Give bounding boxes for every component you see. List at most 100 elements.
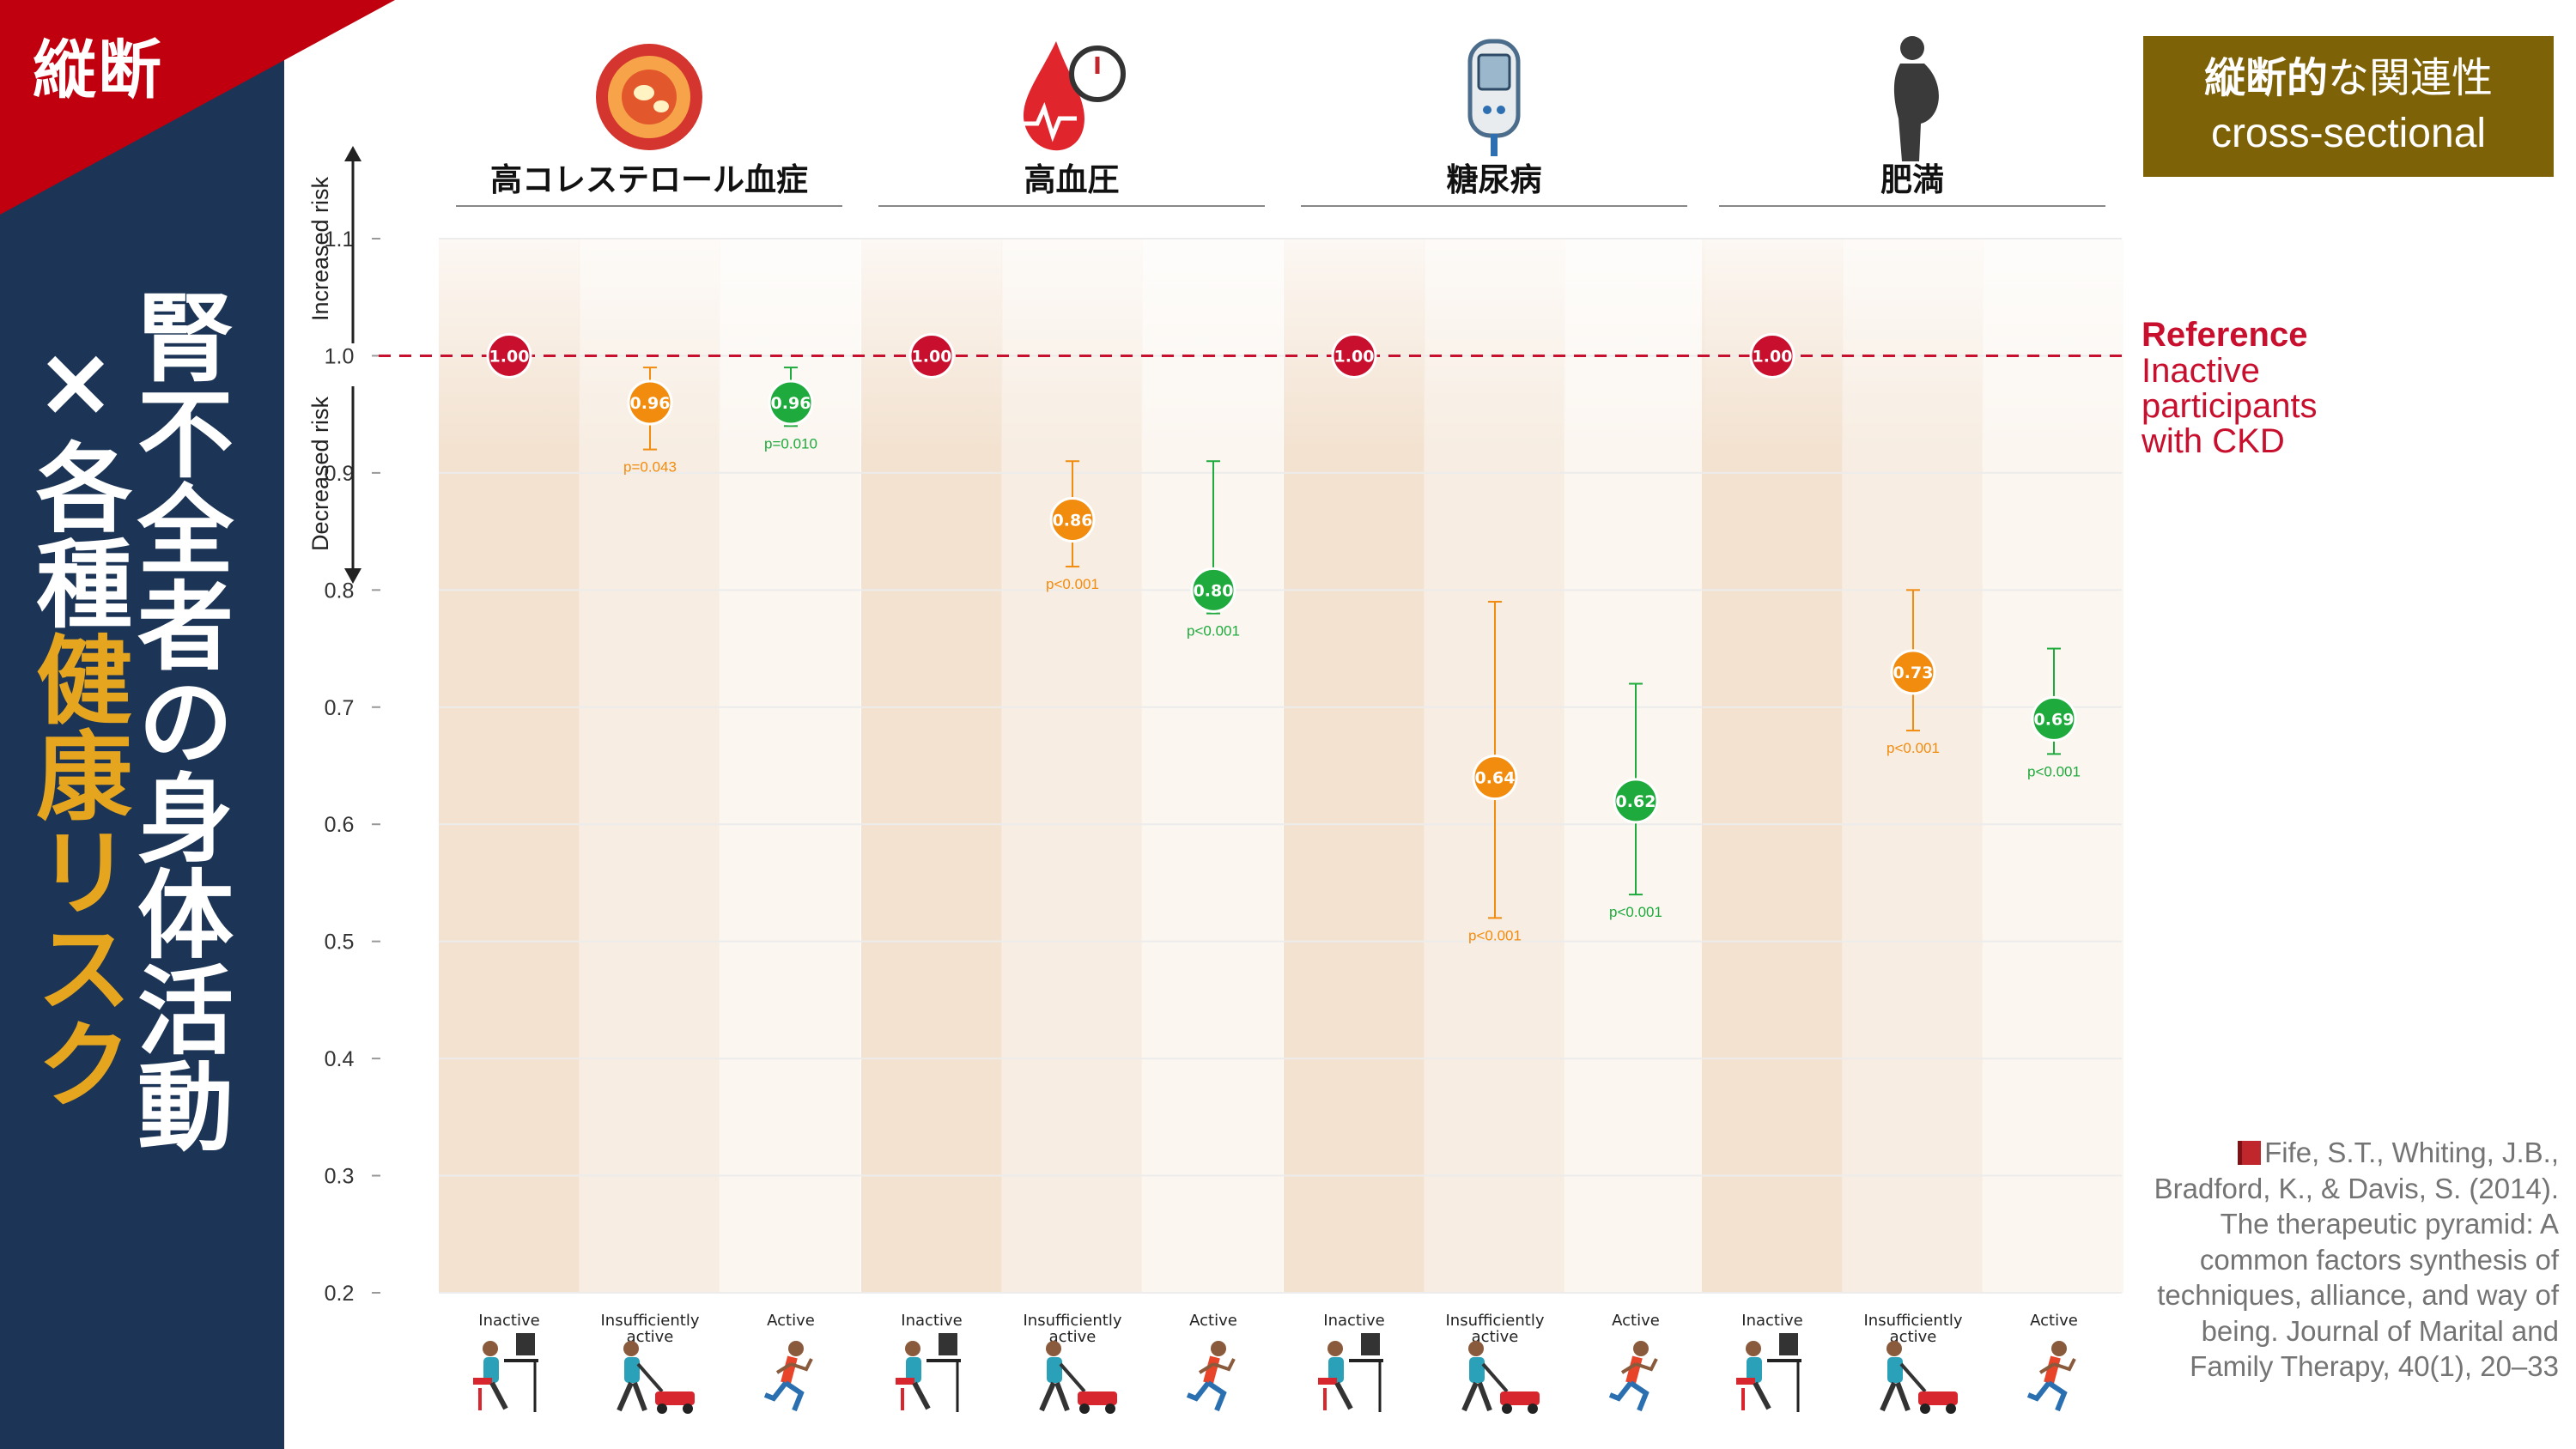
y-tick-label: 0.2 — [325, 1282, 355, 1306]
icon-part — [1046, 1341, 1061, 1356]
data-label: 0.73 — [1893, 664, 1934, 682]
x-label: Active — [767, 1312, 815, 1330]
corner-label: 縦断 — [33, 33, 163, 107]
y-tick-label: 0.4 — [325, 1047, 355, 1071]
x-label: Inactive — [478, 1312, 539, 1330]
group-title: 高コレステロール血症 — [490, 161, 808, 198]
data-point — [486, 332, 532, 379]
icon-part — [1635, 1358, 1658, 1372]
data-label: 1.00 — [1334, 347, 1375, 366]
icon-part — [653, 100, 669, 112]
icon-part — [516, 1333, 535, 1355]
band-2-0 — [1284, 239, 1425, 1293]
data-point — [1049, 496, 1096, 543]
icon-part — [763, 1381, 788, 1402]
group-title: 肥満 — [1880, 161, 1944, 198]
y-tick-label: 1.1 — [325, 227, 355, 252]
badge-rest: な関連性 — [2328, 56, 2494, 101]
desk-worker-icon — [896, 1333, 961, 1412]
icon-part — [1186, 1381, 1211, 1402]
band-3-0 — [1702, 239, 1844, 1293]
y-axis-label-up: Increased risk — [307, 176, 333, 321]
icon-part — [1887, 1357, 1903, 1383]
x-label: Inactive — [1323, 1312, 1384, 1330]
icon-part — [939, 1333, 957, 1355]
icon-part — [1625, 1355, 1643, 1385]
icon-part — [1746, 1341, 1761, 1356]
icon-part — [896, 1378, 914, 1385]
icon-part — [1468, 1341, 1484, 1356]
icon-part — [1198, 1362, 1215, 1374]
icon-part — [1477, 53, 1511, 91]
data-point — [1331, 332, 1377, 379]
icon-part — [1946, 1404, 1956, 1414]
icon-part — [781, 1355, 798, 1385]
icon-part — [1528, 1404, 1538, 1414]
icon-part — [2053, 1358, 2076, 1372]
sidebar-title-line2: ×各種健康リスク — [20, 326, 131, 1111]
sidebar-title-prefix: ×各種 — [20, 326, 131, 630]
icon-part — [927, 1359, 961, 1362]
icon-part — [636, 1362, 664, 1393]
icon-part — [1747, 1357, 1762, 1383]
icon-part — [1039, 1381, 1056, 1412]
icon-part — [1212, 1358, 1236, 1372]
icon-part — [1022, 101, 1077, 142]
icon-part — [1327, 1341, 1343, 1356]
x-label: Insufficiently — [1024, 1312, 1122, 1330]
lawn-mower-icon — [1039, 1341, 1117, 1414]
x-label: Inactive — [1741, 1312, 1802, 1330]
y-tick-label: 0.9 — [325, 462, 355, 486]
icon-part — [473, 1378, 492, 1385]
arrow-down-head — [344, 568, 361, 584]
reference-text: Inactive participants with CKD — [2142, 352, 2318, 460]
data-point — [1472, 755, 1518, 801]
data-label: 0.96 — [630, 394, 671, 413]
runner-icon — [763, 1341, 813, 1412]
data-label: 0.69 — [2034, 710, 2075, 729]
icon-part — [1629, 1380, 1649, 1412]
lawn-mower-icon — [617, 1341, 695, 1414]
data-label: 1.00 — [912, 347, 952, 366]
icon-part — [617, 1381, 634, 1412]
p-value-label: p<0.001 — [1046, 576, 1099, 592]
icon-part — [784, 1380, 805, 1412]
runner-icon — [1186, 1341, 1236, 1412]
icon-part — [1895, 1381, 1911, 1412]
obesity-icon — [1893, 36, 1939, 161]
icon-part — [504, 1359, 538, 1362]
icon-part — [1497, 106, 1505, 114]
icon-part — [1477, 1381, 1492, 1412]
citation-text: Fife, S.T., Whiting, J.B., Bradford, K.,… — [2154, 1137, 2559, 1382]
book-icon — [2238, 1141, 2262, 1165]
y-tick-label: 1.0 — [325, 344, 355, 368]
y-tick-label: 0.5 — [325, 931, 355, 955]
sidebar-title-line1: 腎不全者の身体活動 — [121, 288, 233, 1153]
icon-part — [906, 1357, 921, 1383]
icon-part — [624, 1357, 640, 1383]
icon-part — [1481, 1362, 1509, 1393]
icon-part — [788, 1341, 804, 1356]
badge-line1: 縦断的な関連性 — [2143, 52, 2554, 106]
icon-part — [1767, 1359, 1801, 1362]
p-value-label: p<0.001 — [2027, 763, 2081, 779]
icon-part — [1899, 1362, 1927, 1393]
badge-bold: 縦断的 — [2203, 56, 2328, 101]
icon-part — [483, 1341, 498, 1356]
x-label: Active — [1189, 1312, 1237, 1330]
data-point — [908, 332, 955, 379]
data-label: 0.96 — [771, 394, 811, 413]
icon-part — [2051, 1341, 2067, 1356]
x-label: Insufficiently — [1446, 1312, 1545, 1330]
runner-icon — [1608, 1341, 1658, 1412]
y-axis-label-down: Decreased risk — [307, 396, 333, 551]
icon-part — [775, 1362, 793, 1374]
icon-part — [1736, 1378, 1755, 1385]
data-point — [1613, 778, 1659, 824]
data-label: 0.62 — [1616, 792, 1656, 811]
data-point — [2031, 695, 2077, 742]
data-label: 0.64 — [1475, 769, 1516, 788]
icon-part — [1054, 1381, 1070, 1412]
icon-part — [905, 1341, 920, 1356]
y-tick-label: 0.7 — [325, 696, 355, 720]
